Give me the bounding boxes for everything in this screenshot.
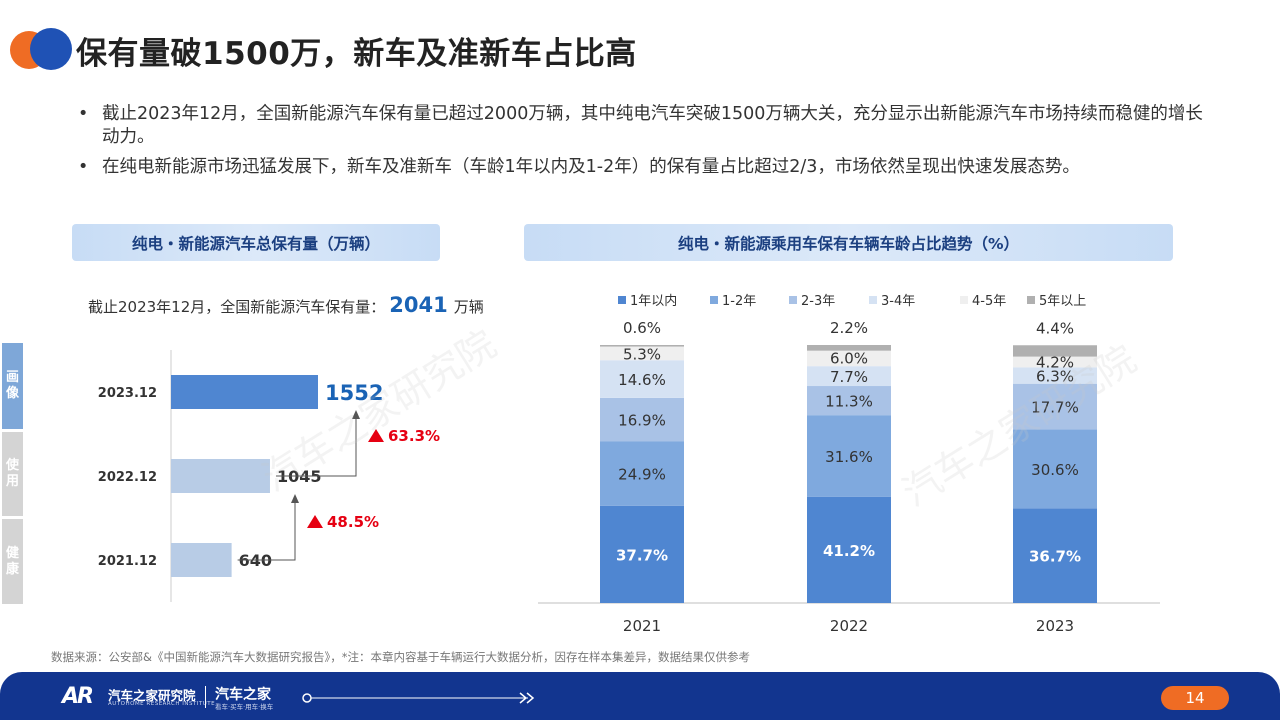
legend-swatch bbox=[869, 296, 877, 304]
segment-value-label: 4.4% bbox=[1036, 319, 1074, 337]
stacked-bar-segment bbox=[807, 345, 891, 351]
x-tick-label: 2022 bbox=[830, 617, 868, 635]
vehicle-age-stacked-bar-chart: 1年以内 1-2年 2-3年 3-4年 4-5年 5年以上 2021 37.7% 24.9% 16… bbox=[538, 293, 1160, 635]
total-unit: 万辆 bbox=[453, 298, 484, 316]
growth-label: 63.3% bbox=[388, 427, 440, 445]
total-value: 2041 bbox=[389, 293, 448, 317]
x-tick-label: 2021 bbox=[623, 617, 661, 635]
category-label: 2022.12 bbox=[98, 470, 157, 485]
segment-value-label: 11.3% bbox=[825, 393, 873, 411]
stacked-bar-segment bbox=[1013, 429, 1097, 509]
segment-value-label: 6.3% bbox=[1036, 368, 1074, 386]
stacked-bar-segment bbox=[807, 350, 891, 367]
bullet-item: • 在纯电新能源市场迅猛发展下，新车及准新车（车龄1年以内及1-2年）的保有量占… bbox=[78, 156, 1203, 179]
stacked-bar-segment bbox=[1013, 508, 1097, 603]
stacked-bar-segment bbox=[1013, 383, 1097, 430]
x-tick-label: 2023 bbox=[1036, 617, 1074, 635]
stacked-bar-segment bbox=[600, 505, 684, 603]
growth-connector-line bbox=[275, 418, 357, 477]
legend-label: 1-2年 bbox=[722, 294, 756, 309]
segment-value-label: 6.0% bbox=[830, 350, 868, 368]
segment-value-label: 0.6% bbox=[623, 319, 661, 337]
footer-brand: 汽车之家 bbox=[215, 687, 271, 703]
page-title: 保有量破1500万，新车及准新车占比高 bbox=[76, 36, 637, 72]
stacked-bar-segment bbox=[600, 360, 684, 398]
segment-value-label: 2.2% bbox=[830, 319, 868, 337]
arrow-up-icon bbox=[352, 410, 360, 419]
category-label: 2021.12 bbox=[98, 554, 157, 569]
stacked-bar-segment bbox=[1013, 356, 1097, 368]
autohome-research-logo: AR bbox=[62, 684, 94, 709]
source-note: 数据来源：公安部&《中国新能源汽车大数据研究报告》，*注：本章内容基于车辆运行大… bbox=[51, 650, 750, 664]
stacked-bar-segment bbox=[807, 366, 891, 387]
segment-value-label: 14.6% bbox=[618, 371, 666, 389]
segment-value-label: 16.9% bbox=[618, 412, 666, 430]
arrow-up-icon bbox=[291, 494, 299, 503]
footer-divider bbox=[205, 686, 206, 708]
legend-label: 5年以上 bbox=[1039, 294, 1086, 309]
stacked-bar-segment bbox=[1013, 367, 1097, 384]
segment-value-label: 31.6% bbox=[825, 448, 873, 466]
side-tab-health[interactable]: 健康 bbox=[2, 519, 23, 604]
right-section-header: 纯电・新能源乘用车保有车辆车龄占比趋势（%） bbox=[524, 224, 1173, 261]
bar-2022.12 bbox=[171, 459, 270, 493]
segment-value-label: 30.6% bbox=[1031, 461, 1079, 479]
footer-brand-slogan: 看车·买车·用车·换车 bbox=[215, 703, 274, 711]
stacked-bar-segment bbox=[807, 386, 891, 416]
legend-swatch bbox=[1027, 296, 1035, 304]
legend-label: 3-4年 bbox=[881, 294, 915, 309]
bullet-dot-icon: • bbox=[78, 157, 89, 177]
title-decoration-blue-dot bbox=[30, 28, 72, 70]
legend-swatch bbox=[710, 296, 718, 304]
page-number-badge: 14 bbox=[1161, 686, 1229, 710]
category-label: 2023.12 bbox=[98, 386, 157, 401]
segment-value-label: 37.7% bbox=[616, 546, 668, 564]
growth-triangle-icon bbox=[307, 515, 323, 528]
segment-value-label: 36.7% bbox=[1029, 548, 1081, 566]
stacked-bar-segment bbox=[807, 415, 891, 497]
legend-swatch bbox=[960, 296, 968, 304]
legend-label: 4-5年 bbox=[972, 294, 1006, 309]
segment-value-label: 7.7% bbox=[830, 368, 868, 386]
bar-2021.12 bbox=[171, 543, 232, 577]
total-ownership-line: 截止2023年12月，全国新能源汽车保有量： 2041 万辆 bbox=[88, 293, 484, 317]
bullet-text: 截止2023年12月，全国新能源汽车保有量已超过2000万辆，其中纯电汽车突破1… bbox=[102, 104, 1203, 147]
stacked-bar-segment bbox=[600, 441, 684, 506]
left-section-header: 纯电・新能源汽车总保有量（万辆） bbox=[72, 224, 440, 261]
stacked-bar-segment bbox=[600, 345, 684, 347]
growth-label: 48.5% bbox=[327, 513, 379, 531]
footer-bar bbox=[0, 672, 1280, 720]
stacked-bar-segment bbox=[600, 397, 684, 442]
growth-triangle-icon bbox=[368, 429, 384, 442]
growth-connector-line bbox=[237, 502, 296, 561]
segment-value-label: 5.3% bbox=[623, 346, 661, 364]
segment-value-label: 17.7% bbox=[1031, 399, 1079, 417]
segment-value-label: 24.9% bbox=[618, 466, 666, 484]
value-label: 1552 bbox=[325, 381, 383, 405]
segment-value-label: 4.2% bbox=[1036, 353, 1074, 371]
side-tab-usage[interactable]: 使用 bbox=[2, 432, 23, 516]
legend-label: 1年以内 bbox=[630, 293, 677, 309]
legend-swatch bbox=[789, 296, 797, 304]
footer-progress-arrows-icon bbox=[302, 692, 535, 704]
bullet-item: • 截止2023年12月，全国新能源汽车保有量已超过2000万辆，其中纯电汽车突… bbox=[78, 103, 1203, 149]
stacked-bar-segment bbox=[600, 346, 684, 361]
legend-swatch bbox=[618, 296, 626, 304]
stacked-bar-segment bbox=[807, 496, 891, 603]
side-tab-portrait[interactable]: 画像 bbox=[2, 343, 23, 429]
bullet-dot-icon: • bbox=[78, 104, 89, 124]
footer-org-name: 汽车之家研究院 bbox=[108, 688, 196, 703]
segment-value-label: 41.2% bbox=[823, 542, 875, 560]
footer-org-name-en: AUTOHOME RESEARCH INSTITUTE bbox=[108, 701, 216, 707]
total-prefix: 截止2023年12月，全国新能源汽车保有量： bbox=[88, 298, 386, 316]
legend-label: 2-3年 bbox=[801, 294, 835, 309]
bullet-text: 在纯电新能源市场迅猛发展下，新车及准新车（车龄1年以内及1-2年）的保有量占比超… bbox=[102, 157, 1080, 177]
bar-2023.12 bbox=[171, 375, 318, 409]
stacked-bar-segment bbox=[1013, 345, 1097, 357]
